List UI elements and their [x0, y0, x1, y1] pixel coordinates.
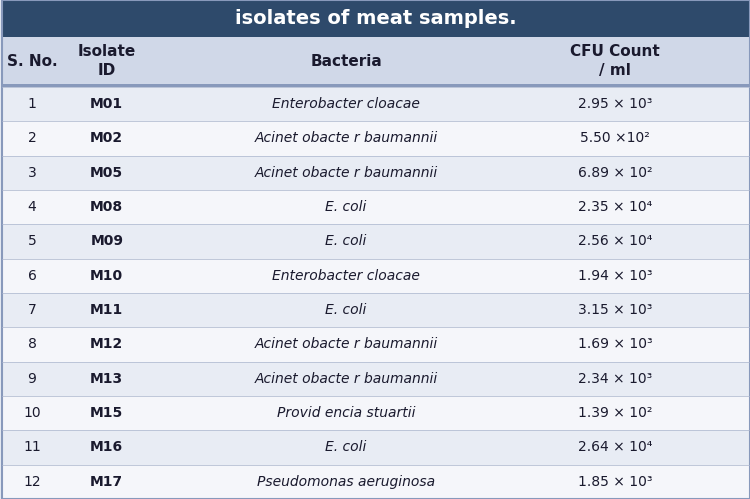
Text: 1.39 × 10²: 1.39 × 10² [578, 406, 652, 420]
Text: E. coli: E. coli [326, 303, 367, 317]
Text: Enterobacter cloacae: Enterobacter cloacae [272, 269, 420, 283]
FancyBboxPatch shape [2, 156, 750, 190]
Text: E. coli: E. coli [326, 441, 367, 455]
Text: M16: M16 [90, 441, 123, 455]
FancyBboxPatch shape [2, 190, 750, 224]
FancyBboxPatch shape [2, 293, 750, 327]
Text: 1: 1 [28, 97, 37, 111]
Text: 2: 2 [28, 131, 36, 145]
Text: M15: M15 [90, 406, 124, 420]
Text: M10: M10 [90, 269, 123, 283]
Text: Provid encia stuartii: Provid encia stuartii [277, 406, 416, 420]
Text: M01: M01 [90, 97, 123, 111]
Text: M08: M08 [90, 200, 123, 214]
Text: 3.15 × 10³: 3.15 × 10³ [578, 303, 652, 317]
FancyBboxPatch shape [2, 396, 750, 430]
FancyBboxPatch shape [2, 121, 750, 156]
Text: Acinet obacte r baumannii: Acinet obacte r baumannii [254, 166, 438, 180]
Text: M13: M13 [90, 372, 123, 386]
Text: 2.35 × 10⁴: 2.35 × 10⁴ [578, 200, 652, 214]
FancyBboxPatch shape [2, 362, 750, 396]
Text: M02: M02 [90, 131, 123, 145]
Text: Acinet obacte r baumannii: Acinet obacte r baumannii [254, 372, 438, 386]
Text: S. No.: S. No. [7, 53, 57, 69]
FancyBboxPatch shape [2, 87, 750, 121]
Text: isolates of meat samples.: isolates of meat samples. [236, 9, 517, 28]
Text: 5.50 ×10²: 5.50 ×10² [580, 131, 650, 145]
Text: 12: 12 [23, 475, 40, 489]
Text: 2.56 × 10⁴: 2.56 × 10⁴ [578, 235, 652, 249]
Text: M11: M11 [90, 303, 124, 317]
FancyBboxPatch shape [2, 465, 750, 499]
Text: 7: 7 [28, 303, 36, 317]
Text: Acinet obacte r baumannii: Acinet obacte r baumannii [254, 131, 438, 145]
FancyBboxPatch shape [2, 224, 750, 258]
Text: M12: M12 [90, 337, 124, 351]
Text: 11: 11 [23, 441, 40, 455]
Text: M09: M09 [90, 235, 123, 249]
Text: 1.94 × 10³: 1.94 × 10³ [578, 269, 652, 283]
FancyBboxPatch shape [2, 430, 750, 465]
Text: Bacteria: Bacteria [310, 53, 382, 69]
Text: 1.85 × 10³: 1.85 × 10³ [578, 475, 652, 489]
Text: 5: 5 [28, 235, 36, 249]
Text: M05: M05 [90, 166, 123, 180]
Text: 8: 8 [28, 337, 37, 351]
Text: 3: 3 [28, 166, 36, 180]
FancyBboxPatch shape [2, 37, 750, 85]
Text: Enterobacter cloacae: Enterobacter cloacae [272, 97, 420, 111]
Text: CFU Count
/ ml: CFU Count / ml [571, 44, 660, 78]
Text: E. coli: E. coli [326, 235, 367, 249]
Text: 6.89 × 10²: 6.89 × 10² [578, 166, 652, 180]
Text: 2.64 × 10⁴: 2.64 × 10⁴ [578, 441, 652, 455]
FancyBboxPatch shape [2, 327, 750, 362]
FancyBboxPatch shape [2, 0, 750, 37]
FancyBboxPatch shape [2, 84, 750, 87]
FancyBboxPatch shape [2, 258, 750, 293]
Text: Acinet obacte r baumannii: Acinet obacte r baumannii [254, 337, 438, 351]
Text: 10: 10 [23, 406, 40, 420]
Text: Isolate
ID: Isolate ID [78, 44, 136, 78]
Text: 6: 6 [28, 269, 37, 283]
Text: M17: M17 [90, 475, 123, 489]
Text: E. coli: E. coli [326, 200, 367, 214]
Text: 9: 9 [28, 372, 37, 386]
Text: 1.69 × 10³: 1.69 × 10³ [578, 337, 652, 351]
Text: Pseudomonas aeruginosa: Pseudomonas aeruginosa [257, 475, 435, 489]
Text: 2.34 × 10³: 2.34 × 10³ [578, 372, 652, 386]
Text: 4: 4 [28, 200, 36, 214]
Text: 2.95 × 10³: 2.95 × 10³ [578, 97, 652, 111]
